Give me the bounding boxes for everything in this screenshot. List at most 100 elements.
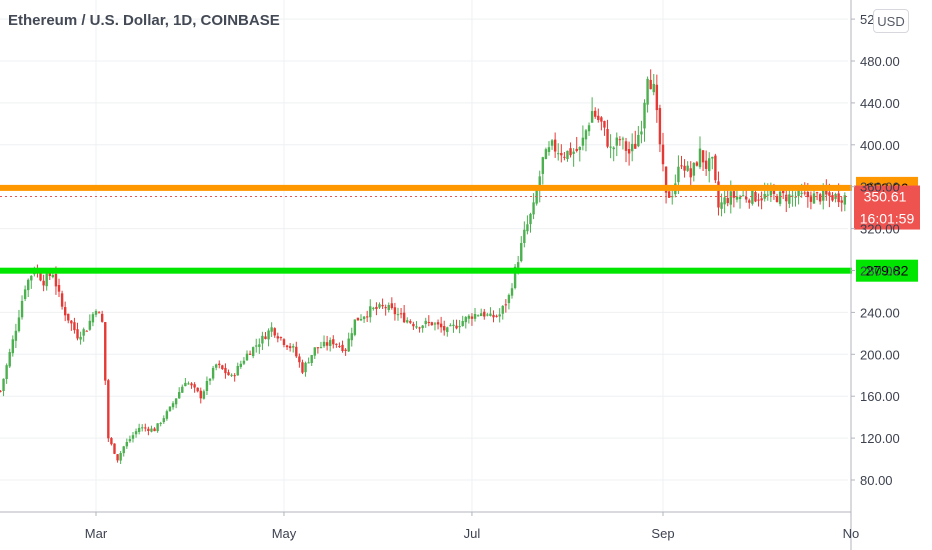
candle-body	[772, 189, 776, 194]
candle-body	[60, 293, 64, 307]
candle-body	[218, 363, 221, 366]
candle-body	[634, 143, 637, 149]
candle-body	[655, 84, 659, 111]
candle-body	[443, 326, 446, 331]
candle-body	[646, 78, 649, 105]
price-axis-label: 120.00	[860, 431, 900, 446]
candle-body	[119, 453, 122, 461]
candle-body	[458, 326, 461, 328]
candle-body	[85, 330, 88, 332]
candle-body	[621, 138, 625, 140]
currency-button[interactable]: USD	[873, 9, 909, 33]
candle-body	[671, 196, 674, 198]
candle-body	[128, 439, 132, 442]
price-axis-label: 320.00	[860, 222, 900, 237]
candle-body	[778, 191, 782, 204]
candle-body	[815, 192, 819, 194]
candle-body	[791, 195, 794, 197]
candle-body	[11, 339, 14, 354]
candle-body	[301, 362, 304, 373]
candle-body	[729, 191, 732, 205]
candle-body	[387, 305, 390, 310]
candle-body	[208, 378, 212, 381]
candle-body	[683, 165, 686, 171]
candle-body	[803, 192, 806, 194]
candle-body	[427, 322, 431, 324]
candle-body	[741, 195, 745, 197]
candle-body	[57, 285, 61, 292]
candle-body	[267, 330, 270, 340]
candle-body	[399, 313, 403, 315]
candle-body	[350, 333, 353, 341]
candle-body	[584, 130, 588, 140]
candle-body	[82, 329, 85, 336]
candle-body	[174, 398, 178, 405]
candle-body	[165, 411, 169, 419]
candle-body	[335, 343, 338, 345]
candle-body	[402, 312, 406, 323]
candle-body	[162, 418, 165, 423]
candle-body	[695, 162, 699, 166]
candle-body	[100, 313, 104, 322]
price-axis-label: 280.00	[860, 264, 900, 279]
candle-body	[486, 314, 489, 316]
candle-body	[214, 364, 218, 368]
time-axis-label: Sep	[651, 526, 674, 541]
candle-body	[775, 195, 779, 202]
candle-body	[122, 446, 125, 454]
candle-body	[732, 191, 736, 198]
candle-body	[248, 353, 252, 355]
candle-body	[760, 198, 763, 201]
price-axis-label: 200.00	[860, 347, 900, 362]
candle-body	[529, 213, 532, 225]
candle-body	[785, 194, 788, 202]
candle-body	[48, 272, 51, 277]
candle-body	[516, 262, 520, 268]
candle-body	[242, 360, 246, 364]
candle-body	[27, 279, 30, 291]
price-axis-label: 440.00	[860, 96, 900, 111]
candle-body	[492, 314, 495, 318]
candle-body	[258, 344, 261, 347]
candle-body	[557, 153, 560, 155]
candle-body	[566, 150, 569, 160]
candle-body	[202, 391, 206, 399]
candle-body	[97, 312, 101, 314]
time-axis-label: No	[843, 526, 860, 541]
candle-body	[313, 347, 316, 356]
candle-body	[439, 323, 443, 328]
candle-body	[461, 321, 464, 326]
candle-body	[686, 165, 689, 171]
candle-body	[701, 150, 705, 163]
candle-body	[661, 144, 665, 165]
candle-body	[532, 202, 535, 215]
candle-body	[708, 158, 711, 172]
candle-body	[359, 318, 363, 321]
candle-body	[137, 427, 141, 432]
candle-body	[507, 295, 511, 304]
candle-body	[704, 160, 708, 169]
candle-body	[424, 320, 427, 325]
candle-body	[134, 431, 138, 435]
candle-body	[757, 199, 760, 201]
candle-body	[800, 192, 803, 194]
candle-body	[720, 202, 723, 209]
grid-lines	[0, 0, 852, 512]
candle-body	[501, 305, 504, 314]
candle-body	[649, 79, 652, 90]
candle-body	[255, 345, 258, 347]
candle-body	[17, 317, 21, 331]
candle-body	[809, 195, 813, 202]
candle-body	[526, 224, 529, 232]
candle-body	[436, 322, 440, 325]
resistance-line	[0, 184, 852, 191]
candle-body	[748, 200, 751, 203]
candle-body	[569, 148, 572, 156]
candle-body	[637, 134, 640, 147]
candle-body	[483, 311, 486, 317]
candle-body	[677, 166, 680, 183]
candle-body	[797, 190, 800, 197]
candle-body	[245, 353, 249, 361]
